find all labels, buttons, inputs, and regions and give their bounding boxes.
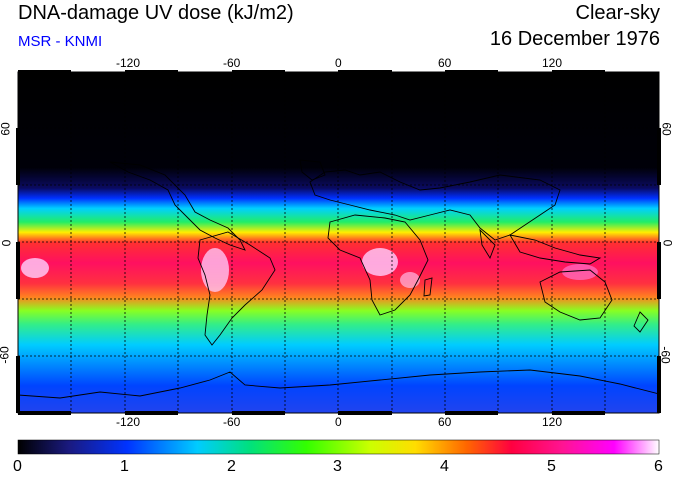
antarctica-coastline bbox=[18, 369, 659, 399]
lat-tick-left: 60 bbox=[0, 122, 13, 136]
lat-tick-left: 0 bbox=[0, 239, 14, 247]
lon-tick-bottom: -60 bbox=[223, 415, 241, 429]
colorbar bbox=[18, 440, 659, 454]
lat-tick-right: 60 bbox=[659, 122, 674, 136]
lon-tick-bottom: -120 bbox=[116, 415, 141, 429]
condition-label: Clear-sky bbox=[575, 2, 660, 24]
lon-tick-top: 120 bbox=[542, 56, 563, 70]
lon-tick-top: 0 bbox=[335, 56, 342, 70]
lon-tick-bottom: 0 bbox=[335, 415, 342, 429]
date-label: 16 December 1976 bbox=[489, 28, 660, 50]
colorbar-label: 2 bbox=[227, 458, 236, 475]
colorbar-label: 0 bbox=[13, 458, 22, 475]
colorbar-label: 5 bbox=[547, 458, 556, 475]
lat-tick-right: -60 bbox=[658, 346, 673, 364]
colorbar-label: 4 bbox=[440, 458, 449, 475]
australia-coastline bbox=[539, 269, 613, 321]
colorbar-label: 1 bbox=[120, 458, 129, 475]
north-america-coastline bbox=[109, 161, 246, 251]
lat-tick-right: 0 bbox=[660, 239, 675, 247]
lon-tick-top: 60 bbox=[438, 56, 452, 70]
source-label: MSR - KNMI bbox=[18, 33, 103, 50]
graticule bbox=[18, 72, 659, 413]
colorbar-label: 6 bbox=[654, 458, 663, 475]
lat-tick-left: -60 bbox=[0, 346, 12, 364]
lon-tick-top: -60 bbox=[223, 56, 241, 70]
lon-tick-bottom: 60 bbox=[438, 415, 452, 429]
south-america-coastline bbox=[197, 231, 276, 346]
lon-tick-top: -120 bbox=[116, 56, 141, 70]
eurasia-coastline bbox=[309, 169, 561, 241]
map-title: DNA-damage UV dose (kJ/m2) bbox=[18, 2, 294, 24]
lon-tick-bottom: 120 bbox=[542, 415, 563, 429]
uv-field bbox=[18, 72, 659, 413]
frame-tick-bars bbox=[16, 70, 661, 415]
africa-coastline bbox=[327, 214, 429, 316]
colorbar-label: 3 bbox=[333, 458, 342, 475]
